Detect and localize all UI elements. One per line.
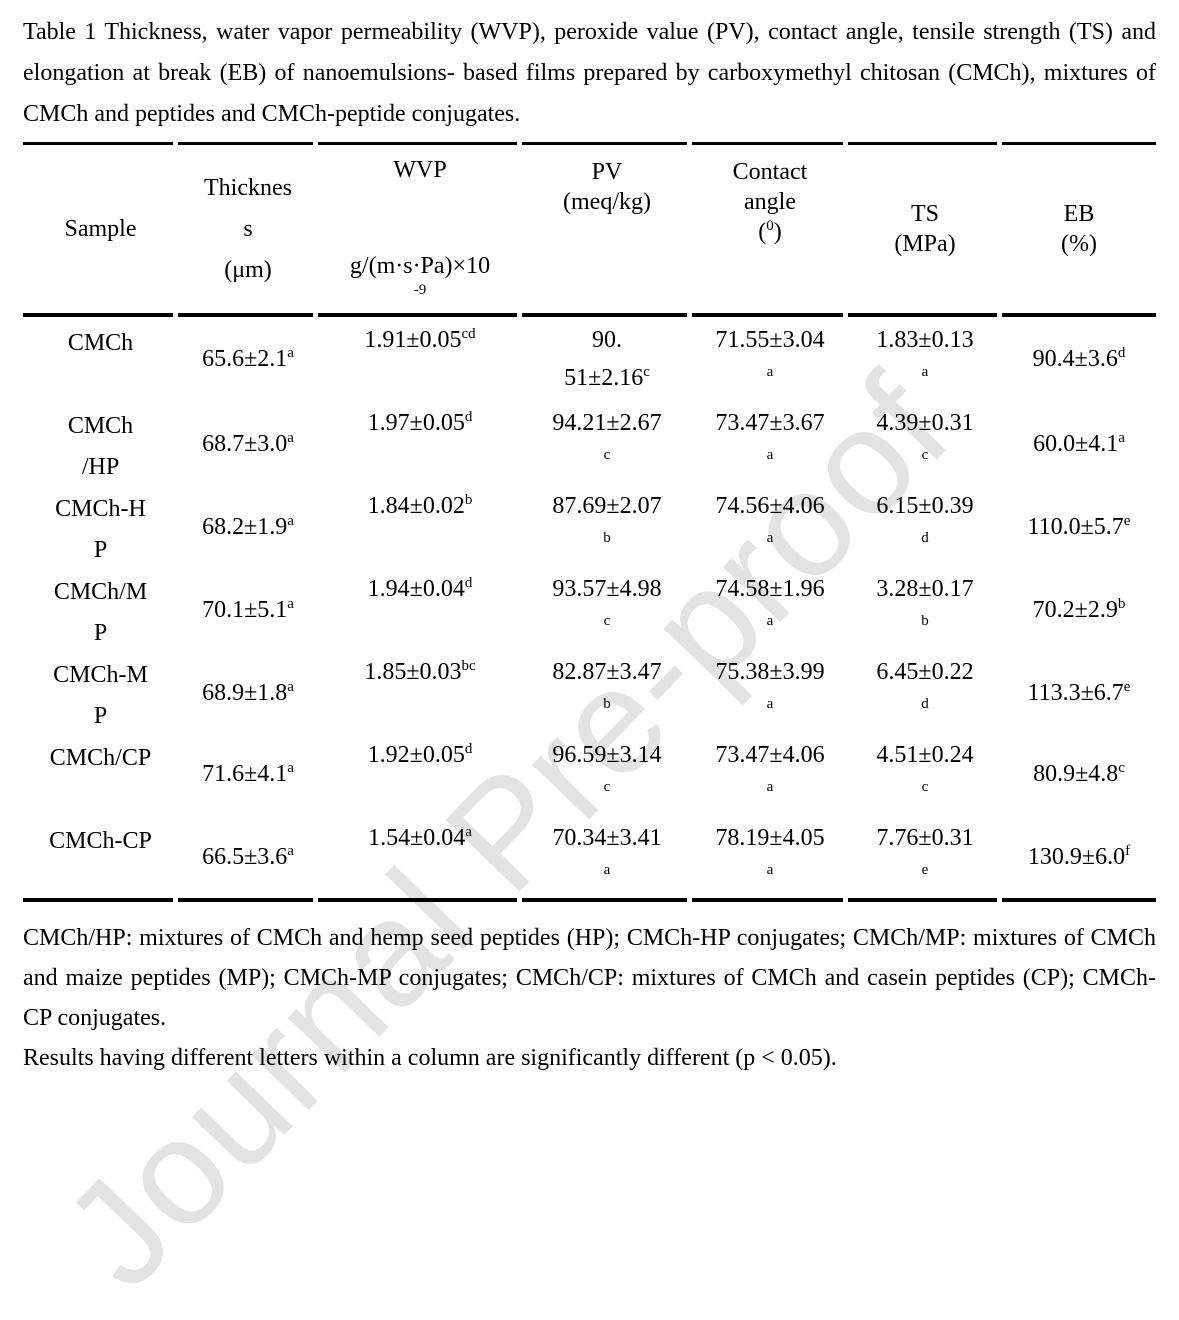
cell-pv: 94.21±2.67 c bbox=[552, 410, 662, 463]
table-body: CMCh 65.6±2.1a 1.91±0.05cd 90. 51±2.16c … bbox=[23, 317, 1156, 898]
cell-sample: CMCh/CP bbox=[49, 745, 152, 771]
cell-ts: 4.51±0.24 c bbox=[876, 742, 974, 795]
cell-thickness: 68.2±1.9a bbox=[202, 513, 294, 541]
cell-pv: 93.57±4.98 c bbox=[552, 576, 662, 629]
table-row: CMCh 65.6±2.1a 1.91±0.05cd 90. 51±2.16c … bbox=[23, 317, 1156, 400]
table-footnotes: CMCh/HP: mixtures of CMCh and hemp seed … bbox=[23, 918, 1156, 1078]
cell-pv: 70.34±3.41 a bbox=[552, 825, 662, 878]
cell-eb: 130.9±6.0f bbox=[1027, 842, 1131, 870]
table-header-row: Sample Thicknes s (μm) WVP g/(m·s·Pa)×10… bbox=[23, 145, 1156, 313]
cell-wvp: 1.92±0.05d bbox=[367, 741, 473, 769]
header-wvp: WVP g/(m·s·Pa)×10 -9 bbox=[349, 157, 491, 298]
table-row: CMCh-M P 68.9±1.8a 1.85±0.03bc 82.87±3.4… bbox=[23, 649, 1156, 732]
wvp-exponent: -9 bbox=[413, 282, 427, 298]
table-row: CMCh/CP 71.6±4.1a 1.92±0.05d 96.59±3.14 … bbox=[23, 732, 1156, 815]
cell-pv: 87.69±2.07 b bbox=[552, 493, 662, 546]
cell-eb: 60.0±4.1a bbox=[1033, 430, 1125, 458]
table-caption: Table 1 Thickness, water vapor permeabil… bbox=[23, 19, 1156, 127]
cell-eb: 80.9±4.8c bbox=[1033, 759, 1125, 787]
cell-ts: 3.28±0.17 b bbox=[876, 576, 974, 629]
table-row: CMCh-CP 66.5±3.6a 1.54±0.04a 70.34±3.41 … bbox=[23, 815, 1156, 898]
cell-wvp: 1.84±0.02b bbox=[367, 492, 473, 520]
cell-contact-angle: 74.58±1.96 a bbox=[715, 576, 825, 629]
cell-wvp: 1.85±0.03bc bbox=[364, 658, 476, 686]
cell-contact-angle: 74.56±4.06 a bbox=[715, 493, 825, 546]
cell-contact-angle: 71.55±3.04 a bbox=[715, 327, 825, 380]
cell-sample: CMCh-H P bbox=[55, 496, 146, 563]
cell-eb: 110.0±5.7e bbox=[1027, 513, 1131, 541]
cell-sample: CMCh bbox=[67, 330, 134, 356]
table-row: CMCh/M P 70.1±5.1a 1.94±0.04d 93.57±4.98… bbox=[23, 566, 1156, 649]
table-row: CMCh /HP 68.7±3.0a 1.97±0.05d 94.21±2.67… bbox=[23, 400, 1156, 483]
table-header-rule bbox=[23, 313, 1156, 317]
cell-pv: 96.59±3.14 c bbox=[552, 742, 662, 795]
footnote-significance: Results having different letters within … bbox=[23, 1045, 837, 1071]
header-sample: Sample bbox=[64, 216, 137, 242]
cell-thickness: 70.1±5.1a bbox=[202, 596, 294, 624]
header-ts: TS (MPa) bbox=[894, 201, 956, 257]
cell-wvp: 1.97±0.05d bbox=[367, 409, 473, 437]
paper-page: Table 1 Thickness, water vapor permeabil… bbox=[23, 0, 1156, 1078]
header-pv: PV (meq/kg) bbox=[563, 159, 651, 215]
header-contact-angle: Contact angle (0) bbox=[732, 159, 808, 245]
cell-eb: 90.4±3.6d bbox=[1032, 344, 1126, 372]
cell-wvp: 1.54±0.04a bbox=[368, 824, 472, 852]
cell-ts: 6.15±0.39 d bbox=[876, 493, 974, 546]
cell-ts: 6.45±0.22 d bbox=[876, 659, 974, 712]
cell-pv: 82.87±3.47 b bbox=[552, 659, 662, 712]
header-thickness: Thicknes s (μm) bbox=[204, 174, 292, 283]
cell-sample: CMCh/M P bbox=[53, 579, 148, 646]
cell-eb: 70.2±2.9b bbox=[1032, 596, 1126, 624]
table-bottom-rule bbox=[23, 898, 1156, 902]
cell-pv: 90. 51±2.16c bbox=[564, 327, 650, 391]
footnote-definitions: CMCh/HP: mixtures of CMCh and hemp seed … bbox=[23, 925, 1156, 1031]
cell-contact-angle: 78.19±4.05 a bbox=[715, 825, 825, 878]
cell-contact-angle: 75.38±3.99 a bbox=[715, 659, 825, 712]
cell-sample: CMCh /HP bbox=[67, 413, 134, 480]
cell-contact-angle: 73.47±3.67 a bbox=[715, 410, 825, 463]
cell-sample: CMCh-M P bbox=[53, 662, 148, 729]
cell-wvp: 1.91±0.05cd bbox=[364, 326, 476, 354]
cell-wvp: 1.94±0.04d bbox=[367, 575, 473, 603]
table-row: CMCh-H P 68.2±1.9a 1.84±0.02b 87.69±2.07… bbox=[23, 483, 1156, 566]
cell-thickness: 66.5±3.6a bbox=[202, 842, 294, 870]
cell-ts: 7.76±0.31 e bbox=[876, 825, 974, 878]
cell-ts: 4.39±0.31 c bbox=[876, 410, 974, 463]
cell-thickness: 68.7±3.0a bbox=[202, 430, 294, 458]
cell-sample: CMCh-CP bbox=[49, 828, 152, 854]
cell-ts: 1.83±0.13 a bbox=[876, 327, 974, 380]
cell-thickness: 65.6±2.1a bbox=[202, 344, 294, 372]
cell-thickness: 71.6±4.1a bbox=[202, 759, 294, 787]
header-eb: EB (%) bbox=[1061, 201, 1097, 257]
cell-contact-angle: 73.47±4.06 a bbox=[715, 742, 825, 795]
cell-thickness: 68.9±1.8a bbox=[202, 679, 294, 707]
table-top-rule bbox=[23, 142, 1156, 145]
cell-eb: 113.3±6.7e bbox=[1027, 679, 1131, 707]
